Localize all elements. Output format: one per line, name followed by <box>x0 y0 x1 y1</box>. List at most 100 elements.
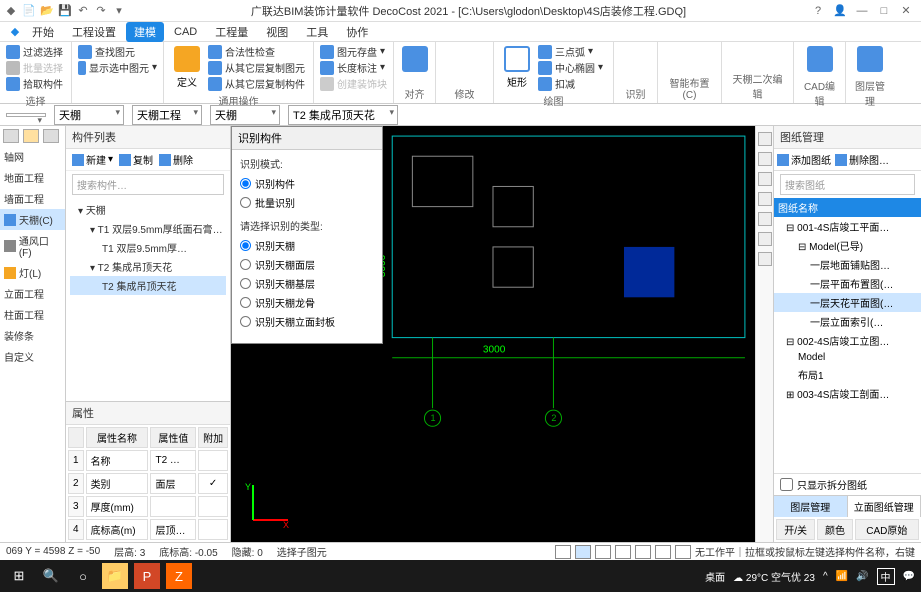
tree-t1-child[interactable]: T1 双层9.5mm厚… <box>70 238 226 257</box>
validity-check[interactable]: 合法性检查 <box>208 44 305 59</box>
mode-option-batch[interactable]: 批量识别 <box>240 193 374 212</box>
length-dim[interactable]: 长度标注 ▾ <box>320 60 387 75</box>
combo-type[interactable]: 天棚 <box>210 105 280 125</box>
menu-project-settings[interactable]: 工程设置 <box>64 22 124 42</box>
pick-element[interactable]: 拾取构件 <box>6 76 65 91</box>
tab-elev-dwg[interactable]: 立面图纸管理 <box>848 496 921 517</box>
dwg-002-layout[interactable]: 布局1 <box>774 365 921 384</box>
save-icon[interactable]: 💾 <box>58 4 72 18</box>
combo-component[interactable]: T2 集成吊顶天花 <box>288 105 398 125</box>
menu-start[interactable]: 开始 <box>24 22 62 42</box>
cat-axis[interactable]: 轴网 <box>0 146 65 167</box>
show-selected[interactable]: 显示选中图元 ▾ <box>78 60 157 75</box>
sb-btn1[interactable] <box>555 545 571 559</box>
more-icon[interactable]: ▾ <box>112 4 126 18</box>
mode-radio-1[interactable] <box>240 178 251 189</box>
vs-ico-3[interactable] <box>758 172 772 186</box>
maximize-icon[interactable]: □ <box>877 4 891 18</box>
tray-net-icon[interactable]: 📶 <box>836 571 848 582</box>
tab-layer-mgmt[interactable]: 图层管理 <box>774 496 848 517</box>
undo-icon[interactable]: ↶ <box>76 4 90 18</box>
dwg-002[interactable]: ⊟ 002-4S店竣工立图… <box>774 331 921 350</box>
type-opt-1[interactable]: 识别天棚面层 <box>240 255 374 274</box>
define-button[interactable]: 定义 <box>170 44 204 91</box>
app-task-icon[interactable]: Z <box>166 563 192 589</box>
batch-select[interactable]: 批量选择 <box>6 60 65 75</box>
prop-row-2[interactable]: 2类别面层✓ <box>68 473 228 494</box>
type-radio-0[interactable] <box>240 240 251 251</box>
dwg-floor[interactable]: 一层地面铺贴图… <box>774 255 921 274</box>
ime-indicator[interactable]: 中 <box>877 568 895 585</box>
tree-root[interactable]: ▾ 天棚 <box>70 200 226 219</box>
type-opt-4[interactable]: 识别天棚立面封板 <box>240 312 374 331</box>
cat-floor[interactable]: 地面工程 <box>0 167 65 188</box>
show-split-checkbox[interactable] <box>780 478 793 491</box>
menu-cad[interactable]: CAD <box>166 24 205 40</box>
sb-btn3[interactable] <box>595 545 611 559</box>
sb-btn5[interactable] <box>635 545 651 559</box>
cad-edit[interactable] <box>800 44 839 76</box>
new-button[interactable]: 新建 ▾ <box>72 152 113 167</box>
component-search[interactable]: 搜索构件… <box>72 174 224 195</box>
type-radio-4[interactable] <box>240 316 251 327</box>
ppt-icon[interactable]: P <box>134 563 160 589</box>
combo-project[interactable]: 天棚工程 <box>132 105 202 125</box>
vs-ico-5[interactable] <box>758 212 772 226</box>
combo-blank[interactable] <box>6 113 46 117</box>
menu-modeling[interactable]: 建模 <box>126 22 164 42</box>
vs-ico-6[interactable] <box>758 232 772 246</box>
cat-light[interactable]: 灯(L) <box>0 262 65 283</box>
menu-tools[interactable]: 工具 <box>298 22 336 42</box>
sb-btn2[interactable] <box>575 545 591 559</box>
cat-elevation[interactable]: 立面工程 <box>0 283 65 304</box>
dwg-002-model[interactable]: Model <box>774 350 921 365</box>
tree-t2[interactable]: ▾ T2 集成吊顶天花 <box>70 257 226 276</box>
type-radio-2[interactable] <box>240 278 251 289</box>
drawing-search[interactable]: 搜索图纸 <box>780 174 915 195</box>
prop-row-3[interactable]: 3厚度(mm) <box>68 496 228 517</box>
tree-t2-child[interactable]: T2 集成吊顶天花 <box>70 276 226 295</box>
type-opt-3[interactable]: 识别天棚龙骨 <box>240 293 374 312</box>
cat-trim[interactable]: 装修条 <box>0 325 65 346</box>
open-icon[interactable]: 📂 <box>40 4 54 18</box>
dwg-plan[interactable]: 一层平面布置图(… <box>774 274 921 293</box>
type-radio-3[interactable] <box>240 297 251 308</box>
minimize-icon[interactable]: — <box>855 4 869 18</box>
copy-button[interactable]: 复制 <box>119 152 153 167</box>
tree-t1[interactable]: ▾ T1 双层9.5mm厚纸面石膏… <box>70 219 226 238</box>
cortana-icon[interactable]: ○ <box>70 563 96 589</box>
vs-ico-4[interactable] <box>758 192 772 206</box>
cat-wall[interactable]: 墙面工程 <box>0 188 65 209</box>
vs-ico-1[interactable] <box>758 132 772 146</box>
create-block[interactable]: 创建装饰块 <box>320 76 387 91</box>
menu-quantity[interactable]: 工程量 <box>207 22 256 42</box>
new-icon[interactable]: 📄 <box>22 4 36 18</box>
tray-up-icon[interactable]: ^ <box>823 571 828 582</box>
add-drawing[interactable]: 添加图纸 <box>777 152 831 167</box>
help-icon[interactable]: ? <box>811 4 825 18</box>
dwg-ceiling[interactable]: 一层天花平面图(… <box>774 293 921 312</box>
menu-view[interactable]: 视图 <box>258 22 296 42</box>
align-button[interactable] <box>400 44 429 76</box>
dwg-elev[interactable]: 一层立面索引(… <box>774 312 921 331</box>
dwg-model[interactable]: ⊟ Model(已导) <box>774 236 921 255</box>
combo-category[interactable]: 天棚 <box>54 105 124 125</box>
delete-button[interactable]: 删除 <box>159 152 193 167</box>
layer-mgmt[interactable] <box>852 44 888 76</box>
cat-vent[interactable]: 通风口(F) <box>0 230 65 262</box>
menu-collab[interactable]: 协作 <box>338 22 376 42</box>
redo-icon[interactable]: ↷ <box>94 4 108 18</box>
weather-widget[interactable]: ☁ 29°C 空气优 23 <box>733 569 815 584</box>
ellipse[interactable]: 中心椭圆 ▾ <box>538 60 603 75</box>
close-icon[interactable]: ✕ <box>899 4 913 18</box>
mode-option-single[interactable]: 识别构件 <box>240 174 374 193</box>
tray-notif-icon[interactable]: 💬 <box>903 571 915 582</box>
cat-tab1[interactable] <box>3 129 19 143</box>
copy-from-layer-elem[interactable]: 从其它层复制图元 <box>208 60 305 75</box>
cat-ceiling[interactable]: 天棚(C) <box>0 209 65 230</box>
cat-tab3[interactable] <box>43 129 59 143</box>
start-button[interactable]: ⊞ <box>6 563 32 589</box>
search-icon[interactable]: 🔍 <box>38 563 64 589</box>
filter-select[interactable]: 过滤选择 <box>6 44 65 59</box>
explorer-icon[interactable]: 📁 <box>102 563 128 589</box>
